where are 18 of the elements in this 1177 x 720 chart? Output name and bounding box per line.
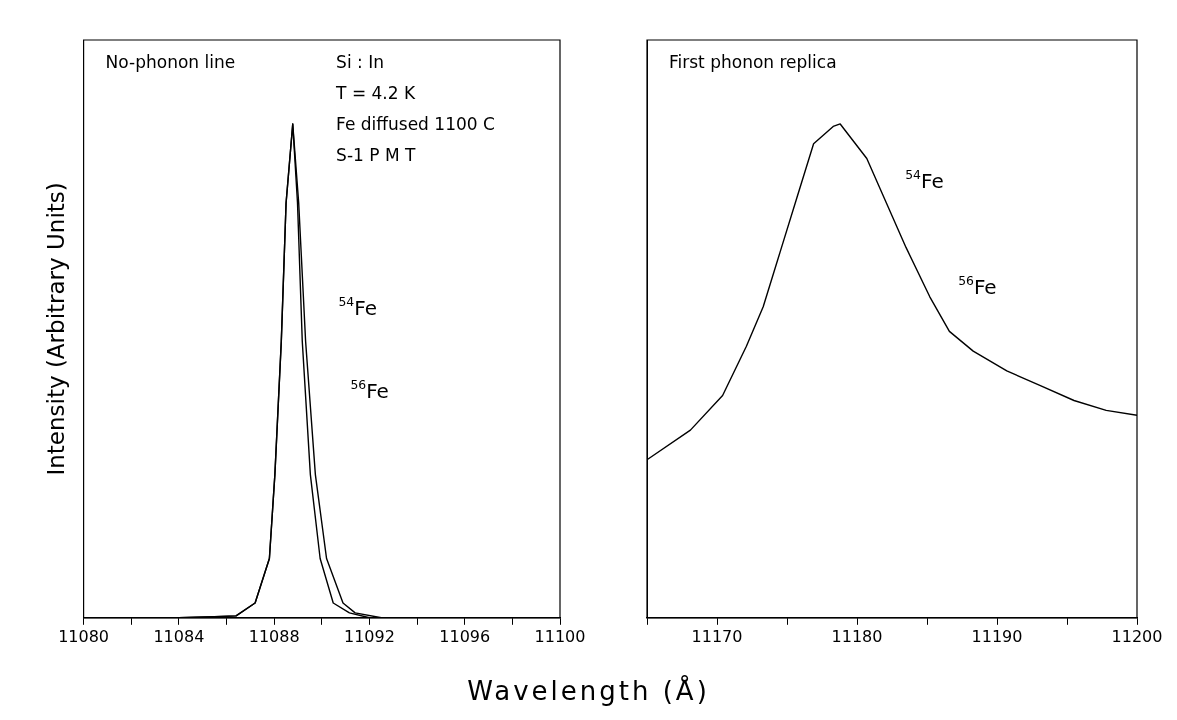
text: T = 4.2 K bbox=[335, 83, 416, 103]
chart-title: No-phonon line bbox=[105, 52, 236, 72]
annotation: S-1 P M T bbox=[336, 145, 416, 165]
text: Si : In bbox=[336, 52, 384, 72]
chart-title: First phonon replica bbox=[669, 52, 837, 72]
x-tick-label: 11096 bbox=[439, 626, 491, 646]
x-tick-label: 11100 bbox=[534, 626, 586, 646]
x-tick-label: 11190 bbox=[971, 626, 1023, 646]
x-tick-label: 11180 bbox=[831, 626, 883, 646]
x-axis-title: Wavelength (Å) bbox=[466, 676, 711, 706]
x-tick-label: 11088 bbox=[248, 626, 300, 646]
y-axis-title: Intensity (Arbitrary Units) bbox=[42, 182, 69, 476]
x-tick-label: 11084 bbox=[153, 626, 205, 646]
x-tick-label: 11200 bbox=[1111, 626, 1163, 646]
annotation: Fe diffused 1100 C bbox=[336, 114, 495, 134]
x-tick-label: 11080 bbox=[58, 626, 110, 646]
x-tick-label: 11092 bbox=[343, 626, 395, 646]
x-tick-label: 11170 bbox=[691, 626, 743, 646]
